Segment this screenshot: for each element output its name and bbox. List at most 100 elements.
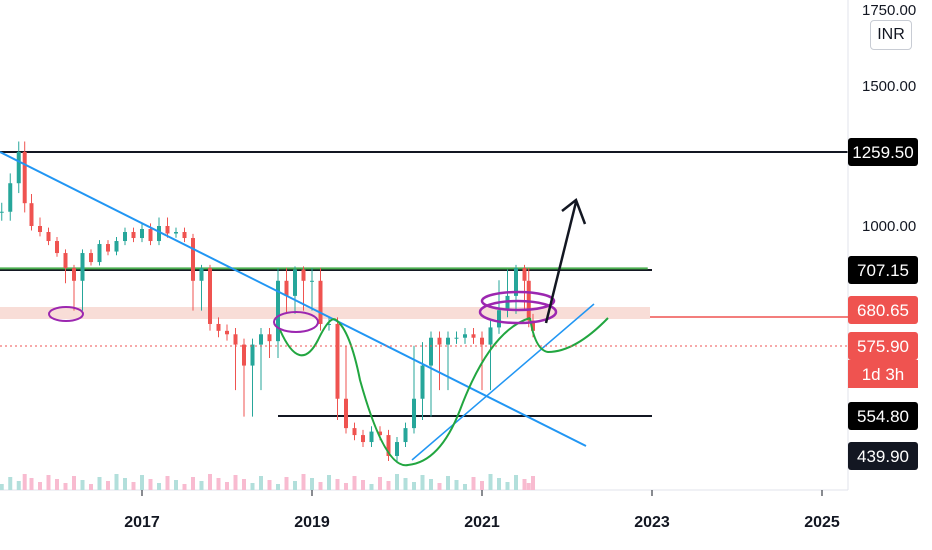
- volume-bar: [97, 477, 102, 490]
- candle-body: [531, 320, 535, 331]
- candle-body: [199, 268, 204, 281]
- candle-body: [233, 334, 238, 345]
- candle-body: [318, 280, 323, 324]
- candle-body: [420, 365, 425, 399]
- volume-bar: [29, 478, 34, 490]
- candle-body: [412, 398, 416, 429]
- candle-body: [335, 323, 340, 399]
- candle-body: [276, 280, 280, 342]
- volume-bar: [250, 483, 255, 490]
- candle-body: [123, 232, 127, 242]
- volume-bar: [114, 474, 119, 490]
- volume-bar: [344, 483, 348, 490]
- candle-body: [463, 334, 467, 338]
- volume-bar: [335, 479, 340, 490]
- volume-bar: [318, 482, 323, 490]
- price-tag-box: [848, 296, 918, 324]
- candle-body: [386, 435, 391, 456]
- price-tag-label: 1259.50: [852, 143, 913, 162]
- volume-bar: [123, 478, 127, 490]
- volume-bar: [505, 482, 510, 490]
- candle-body: [259, 334, 263, 345]
- volume-bar: [148, 479, 153, 490]
- price-tags: 1259.50 707.15 680.65 575.90 1d 3h 554.80 439.…: [848, 138, 918, 470]
- volume-bar: [191, 477, 195, 490]
- price-tag-box: [848, 332, 918, 360]
- candle-body: [369, 431, 374, 443]
- cup-curve-2: [335, 317, 531, 467]
- volume-bar: [480, 481, 484, 490]
- volume-bar: [89, 484, 93, 490]
- volume-bar: [378, 477, 382, 490]
- candle-body: [16, 151, 21, 184]
- candle-body: [208, 268, 212, 324]
- candle-body: [106, 244, 110, 252]
- volume-bar: [38, 482, 42, 490]
- breakout-arrow: [544, 197, 587, 324]
- volume-bar: [488, 474, 493, 490]
- volume-bar: [55, 479, 59, 490]
- candle-body: [165, 226, 170, 234]
- volume-bar: [131, 482, 136, 490]
- volume-bar: [352, 476, 357, 490]
- volume-bar: [369, 484, 374, 490]
- volume-bar: [157, 483, 161, 490]
- candle-body: [284, 280, 289, 296]
- candle-body: [395, 442, 399, 456]
- highlight-ellipse-3a: [480, 290, 556, 312]
- currency-label[interactable]: INR: [870, 20, 912, 50]
- volume-bar: [446, 476, 450, 490]
- volume-bar: [497, 478, 501, 490]
- volume-bar: [420, 475, 425, 490]
- candle-body: [446, 337, 450, 345]
- candle-body: [38, 226, 42, 233]
- candle-body: [55, 241, 59, 254]
- price-tag-label: 707.15: [857, 261, 909, 280]
- x-tick-label: 2017: [124, 514, 160, 531]
- candle-body: [8, 183, 13, 212]
- candle-body: [29, 203, 34, 226]
- candle-body: [97, 244, 102, 263]
- price-tag-box: [848, 402, 918, 430]
- candle-body: [72, 268, 76, 281]
- volume-bar: [165, 476, 170, 490]
- candle-body: [378, 431, 382, 436]
- volume-bar: [242, 479, 246, 490]
- horizontal-lines: [0, 151, 848, 417]
- candle-body: [293, 269, 297, 296]
- volume-bar: [182, 484, 187, 490]
- uptrend-line: [411, 303, 595, 461]
- candle-body: [80, 253, 85, 281]
- price-tag-label: 680.65: [857, 301, 909, 320]
- volume-bar: [284, 477, 289, 490]
- volume-bar: [395, 474, 399, 490]
- volume-bar: [293, 481, 297, 490]
- volume-bar: [208, 474, 212, 490]
- price-tag-box: [848, 138, 918, 166]
- candle-body: [182, 232, 187, 239]
- candle-body: [480, 337, 484, 345]
- volume-bar: [429, 479, 433, 490]
- volume-bar: [0, 484, 4, 490]
- volume-bar: [199, 481, 204, 490]
- candle-body: [225, 330, 229, 335]
- volume-bar: [80, 480, 85, 490]
- volume-bar: [72, 476, 76, 490]
- candle-body: [242, 344, 246, 366]
- x-tick-label: 2019: [294, 514, 330, 531]
- volume-bar: [16, 481, 21, 490]
- volume-bar: [233, 475, 238, 490]
- volume-bar: [386, 481, 391, 490]
- candle-body: [514, 268, 518, 296]
- supply-zone: [0, 307, 650, 319]
- highlight-ellipse-3b: [478, 299, 558, 325]
- volume-bar: [454, 480, 459, 490]
- candle-body: [191, 238, 195, 281]
- candle-body: [522, 268, 527, 281]
- candle-body: [429, 337, 433, 366]
- candle-body: [437, 337, 442, 345]
- candle-body: [46, 232, 51, 242]
- volume-bar: [522, 479, 527, 490]
- candle-body: [140, 229, 144, 239]
